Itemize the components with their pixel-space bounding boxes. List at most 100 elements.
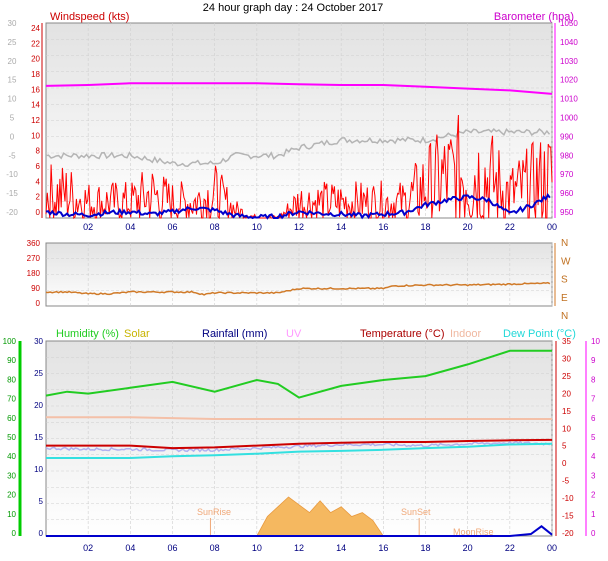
temp-humidity-x-tick-label: 04	[125, 543, 135, 553]
baro-axis-tick-label: 1030	[560, 57, 578, 66]
baro-axis-tick-label: 980	[560, 151, 574, 160]
temperature-axis-tick-label: 20	[562, 389, 571, 398]
uv-axis-tick-label: 5	[591, 433, 596, 442]
direction-axis-tick-label: 270	[27, 254, 41, 263]
temperature-axis-tick-label: 35	[562, 337, 571, 346]
sunrise-label: SunRise	[197, 507, 231, 517]
wind-axis-secondary-tick-label: 20	[8, 57, 17, 66]
baro-axis-tick-label: 1010	[560, 95, 578, 104]
windspeed-line	[45, 114, 553, 220]
wind-axis-secondary-tick-label: 15	[8, 76, 17, 85]
temperature-axis-tick-label: 30	[562, 354, 571, 363]
wind-axis-tick-label: 16	[31, 85, 40, 94]
uv-axis-tick-label: 0	[591, 529, 596, 538]
temperature-axis-tick-label: 15	[562, 407, 571, 416]
temp-humidity-x-tick-label: 20	[463, 543, 473, 553]
rain-axis-tick-label: 30	[34, 337, 43, 346]
baro-axis-tick-label: 1000	[560, 114, 578, 123]
humidity-axis-tick-label: 10	[7, 510, 16, 519]
uv-axis-tick-label: 3	[591, 471, 596, 480]
legend-indoor: Indoor	[450, 328, 482, 340]
uv-axis-tick-label: 10	[591, 337, 600, 346]
rain-axis-tick-label: 15	[34, 433, 43, 442]
baro-axis-tick-label: 950	[560, 208, 574, 217]
solar-area	[256, 496, 385, 537]
temp-humidity-x-tick-label: 00	[547, 543, 557, 553]
windspeed-legend: Windspeed (kts)	[50, 11, 129, 23]
humidity-axis-tick-label: 100	[3, 337, 17, 346]
compass-axis-tick-label: E	[561, 293, 568, 304]
compass-axis-tick-label: S	[561, 275, 568, 286]
wind-baro-x-tick-label: 14	[336, 222, 346, 232]
wind-baro-x-tick-label: 04	[125, 222, 135, 232]
temperature-axis-tick-label: 25	[562, 372, 571, 381]
wind-axis-tick-label: 12	[31, 116, 40, 125]
temp-humidity-x-tick-label: 06	[167, 543, 177, 553]
wind-axis-tick-label: 4	[36, 177, 41, 186]
direction-axis-tick-label: 90	[31, 284, 40, 293]
legend-rainfall: Rainfall (mm)	[202, 328, 267, 340]
wind-axis-tick-label: 0	[36, 208, 41, 217]
wind-axis-secondary-tick-label: 25	[8, 38, 17, 47]
humidity-axis-tick-label: 70	[7, 395, 16, 404]
temp-humidity-x-tick-label: 08	[210, 543, 220, 553]
temp-humidity-x-tick-label: 02	[83, 543, 93, 553]
wind-baro-x-tick-label: 22	[505, 222, 515, 232]
wind-baro-panel: 02 04 06 08 10 12 14 16 18 20 22 002422201816141210…	[6, 11, 578, 232]
baro-axis-tick-label: 960	[560, 189, 574, 198]
wind-axis-secondary-tick-label: 30	[8, 19, 17, 28]
dew-point-line	[46, 442, 553, 459]
temperature-line	[46, 438, 553, 450]
wind-baro-x-tick-label: 00	[547, 222, 557, 232]
wind-axis-tick-label: 20	[31, 55, 40, 64]
compass-axis-tick-label: N	[561, 238, 568, 249]
wind-axis-tick-label: 14	[31, 101, 40, 110]
wind-baro-x-tick-label: 20	[463, 222, 473, 232]
uv-axis-tick-label: 9	[591, 356, 596, 365]
wind-axis-tick-label: 18	[31, 70, 40, 79]
wind-axis-secondary-tick-label: 0	[10, 132, 15, 141]
legend-humidity: Humidity (%)	[56, 328, 119, 340]
wind-baro-x-tick-label: 08	[210, 222, 220, 232]
rain-axis-tick-label: 25	[34, 369, 43, 378]
apparent-temperature-line	[45, 440, 551, 453]
wind-baro-x-tick-label: 12	[294, 222, 304, 232]
temp-humidity-panel: 02 04 06 08 10 12 14 16 18 20 22 001009080706050403…	[3, 328, 601, 553]
rainfall-line	[46, 525, 553, 537]
temp-humidity-x-tick-label: 12	[294, 543, 304, 553]
wind-axis-tick-label: 24	[31, 24, 40, 33]
compass-axis-tick-label: N	[561, 311, 568, 322]
temperature-axis-tick-label: -20	[562, 529, 574, 538]
temperature-axis-tick-label: 10	[562, 424, 571, 433]
humidity-axis-tick-label: 90	[7, 356, 16, 365]
moonrise-label: MoonRise	[453, 527, 494, 537]
rain-axis-tick-label: 5	[39, 497, 44, 506]
uv-axis-tick-label: 6	[591, 414, 596, 423]
baro-axis-tick-label: 1040	[560, 38, 578, 47]
wind-axis-tick-label: 10	[31, 131, 40, 140]
wind-axis-secondary-tick-label: -15	[6, 189, 18, 198]
legend-temperature: Temperature (°C)	[360, 328, 444, 340]
uv-axis-tick-label: 1	[591, 510, 596, 519]
temperature-axis-tick-label: -5	[562, 477, 570, 486]
direction-axis-tick-label: 180	[27, 269, 41, 278]
humidity-axis-tick-label: 80	[7, 375, 16, 384]
temperature-axis-tick-label: -10	[562, 494, 574, 503]
wind-axis-secondary-tick-label: 5	[10, 114, 15, 123]
humidity-line	[45, 349, 552, 399]
uv-axis-tick-label: 8	[591, 375, 596, 384]
chart-title: 24 hour graph day : 24 October 2017	[203, 2, 383, 14]
wind-axis-secondary-tick-label: -5	[8, 151, 16, 160]
rain-axis-tick-label: 10	[34, 465, 43, 474]
humidity-axis-tick-label: 20	[7, 491, 16, 500]
baro-axis-tick-label: 990	[560, 132, 574, 141]
uv-axis-tick-label: 4	[591, 452, 596, 461]
wind-baro-x-tick-label: 02	[83, 222, 93, 232]
wind-axis-secondary-tick-label: -10	[6, 170, 18, 179]
wind-axis-tick-label: 2	[36, 193, 41, 202]
barometer-line	[45, 82, 553, 95]
temp-humidity-x-tick-label: 18	[420, 543, 430, 553]
wind-axis-tick-label: 6	[36, 162, 41, 171]
